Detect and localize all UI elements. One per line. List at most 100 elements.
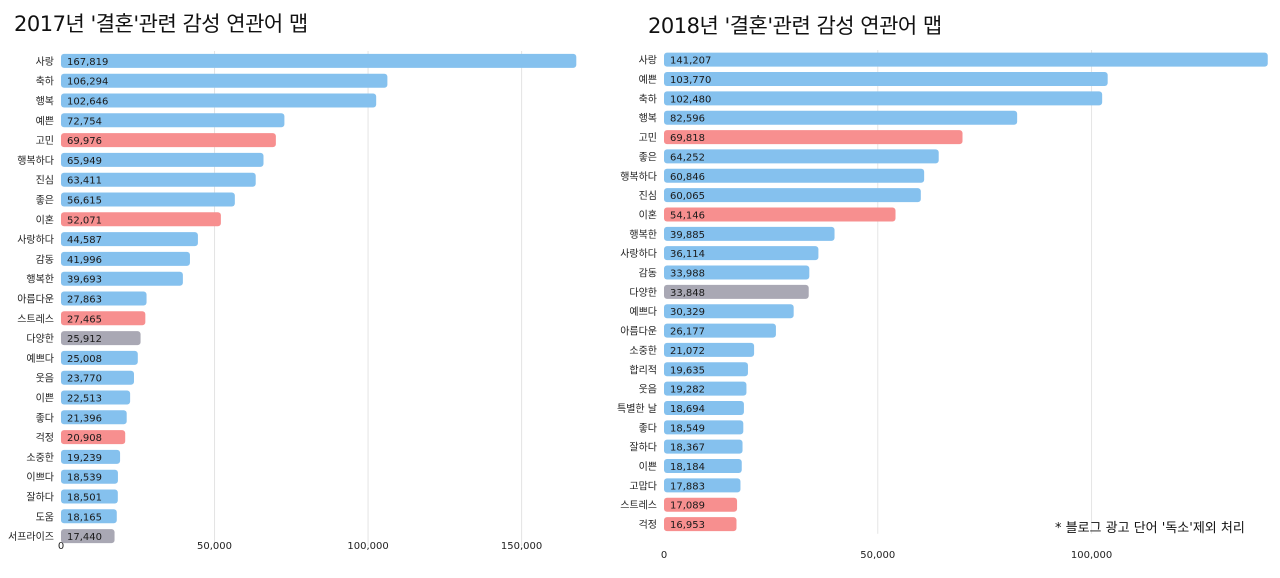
bar xyxy=(61,192,235,207)
category-label: 진심 xyxy=(36,175,54,187)
x-tick-label: 50,000 xyxy=(197,541,232,552)
value-label: 52,071 xyxy=(67,215,102,226)
value-label: 103,770 xyxy=(670,75,711,86)
value-label: 72,754 xyxy=(67,116,102,127)
chart-panel-0: 0 50,000 100,000 150,000 사랑 167,819 축하 106,294 행… xyxy=(8,51,577,552)
value-label: 39,885 xyxy=(670,230,705,241)
value-label: 60,065 xyxy=(670,191,705,202)
category-label: 잘하다 xyxy=(26,491,54,504)
value-label: 27,863 xyxy=(67,295,102,306)
bar xyxy=(664,226,835,241)
category-label: 좋다 xyxy=(639,422,657,434)
value-label: 44,587 xyxy=(67,235,102,246)
category-label: 감동 xyxy=(639,268,657,280)
category-label: 좋은 xyxy=(639,151,657,163)
value-label: 56,615 xyxy=(67,196,102,207)
value-label: 69,818 xyxy=(670,133,705,144)
category-label: 사랑하다 xyxy=(620,247,657,260)
category-label: 이쁜 xyxy=(36,393,54,405)
value-label: 20,908 xyxy=(67,433,102,444)
value-label: 33,848 xyxy=(670,288,705,299)
category-label: 웃음 xyxy=(639,384,657,396)
value-label: 141,207 xyxy=(670,56,711,67)
bar xyxy=(61,113,285,128)
bar xyxy=(664,517,737,532)
category-label: 행복한 xyxy=(26,274,54,286)
value-label: 23,770 xyxy=(67,374,102,385)
bar xyxy=(664,188,921,203)
bar xyxy=(61,509,117,524)
category-label: 특별한 날 xyxy=(617,403,657,415)
bar xyxy=(664,459,742,474)
value-label: 26,177 xyxy=(670,327,705,338)
category-label: 이혼 xyxy=(36,213,54,226)
bar xyxy=(664,110,1018,125)
category-label: 아름다운 xyxy=(17,294,54,306)
x-tick-label: 0 xyxy=(661,550,667,561)
category-label: 스트레스 xyxy=(17,313,54,325)
bar xyxy=(664,304,794,319)
category-label: 이쁘다 xyxy=(26,472,54,484)
bar xyxy=(664,400,744,415)
bar xyxy=(61,331,141,346)
category-label: 합리적 xyxy=(629,364,657,376)
x-tick-label: 50,000 xyxy=(860,550,895,561)
value-label: 17,883 xyxy=(670,481,705,492)
category-label: 진심 xyxy=(639,190,657,202)
value-label: 18,501 xyxy=(67,493,102,504)
bar xyxy=(664,323,776,338)
x-tick-label: 150,000 xyxy=(501,541,542,552)
bar xyxy=(61,529,115,544)
bar xyxy=(664,130,963,145)
value-label: 19,282 xyxy=(670,385,705,396)
value-label: 19,239 xyxy=(67,453,102,464)
value-label: 36,114 xyxy=(670,249,705,260)
category-label: 소중한 xyxy=(629,345,657,357)
x-tick-label: 0 xyxy=(58,541,64,552)
value-label: 54,146 xyxy=(670,210,705,221)
bar xyxy=(61,390,131,405)
category-label: 고민 xyxy=(36,135,54,147)
category-label: 고민 xyxy=(639,132,657,144)
category-label: 소중한 xyxy=(26,452,54,464)
value-label: 18,367 xyxy=(670,443,705,454)
bar xyxy=(664,362,748,377)
bar xyxy=(664,265,810,280)
category-label: 고맙다 xyxy=(629,480,657,492)
category-label: 행복하다 xyxy=(620,170,657,183)
bar xyxy=(61,469,118,484)
bar xyxy=(61,350,138,365)
footnote: * 블로그 광고 단어 '독소'제외 처리 xyxy=(1055,521,1245,536)
category-label: 이쁜 xyxy=(639,461,657,473)
value-label: 106,294 xyxy=(67,77,108,88)
bar xyxy=(664,168,925,183)
category-label: 예쁜 xyxy=(639,74,657,86)
bar xyxy=(61,430,126,445)
value-label: 17,440 xyxy=(67,532,102,543)
bar xyxy=(664,420,744,435)
category-label: 걱정 xyxy=(36,432,54,444)
bar xyxy=(664,497,738,512)
value-label: 27,465 xyxy=(67,314,102,325)
value-label: 64,252 xyxy=(670,152,705,163)
category-label: 다양한 xyxy=(26,333,54,345)
value-label: 22,513 xyxy=(67,394,102,405)
bar xyxy=(61,53,577,68)
value-label: 82,596 xyxy=(670,114,705,125)
value-label: 102,646 xyxy=(67,97,108,108)
value-label: 18,184 xyxy=(670,462,705,473)
category-label: 감동 xyxy=(36,254,54,266)
value-label: 25,008 xyxy=(67,354,102,365)
bar xyxy=(61,212,221,227)
bar xyxy=(61,172,256,187)
value-label: 25,912 xyxy=(67,334,102,345)
chart-title-2017: 2017년 '결혼'관련 감성 연관어 맵 xyxy=(14,12,308,36)
category-label: 서프라이즈 xyxy=(8,531,54,543)
bar xyxy=(664,342,755,357)
category-label: 좋다 xyxy=(36,412,54,424)
category-label: 이혼 xyxy=(639,208,657,221)
category-label: 스트레스 xyxy=(620,500,657,512)
category-label: 사랑하다 xyxy=(17,233,54,246)
category-label: 행복 xyxy=(36,96,54,108)
